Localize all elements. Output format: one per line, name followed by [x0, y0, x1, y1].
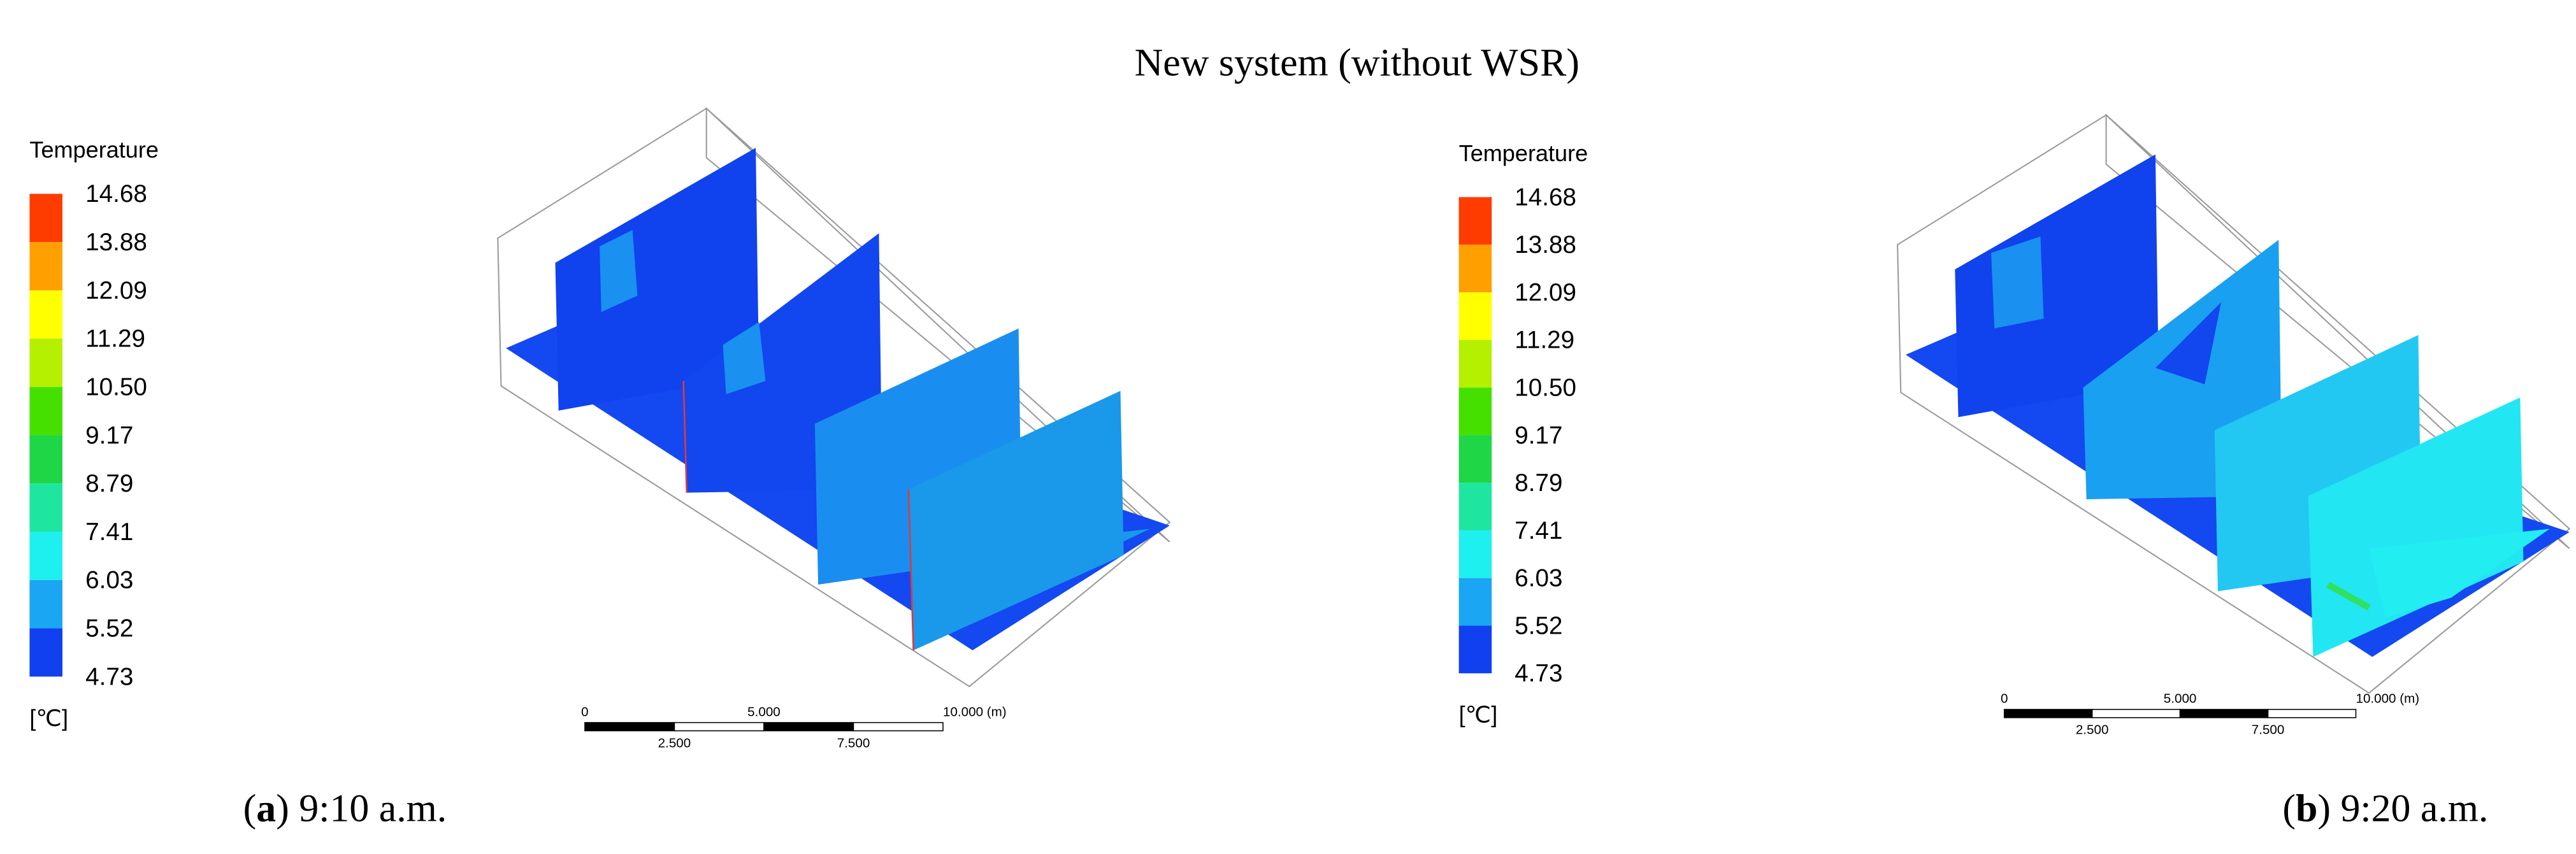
caption: (b) 9:20 a.m.: [2282, 786, 2488, 830]
legend-label: 9.17: [85, 422, 133, 449]
legend-swatch: [29, 628, 62, 677]
legend-swatch: [29, 580, 62, 629]
scale-segment: [2003, 709, 2093, 718]
wireframe: [1897, 114, 2571, 694]
legend-swatch: [29, 290, 62, 339]
scale-label: 10.000 (m): [2356, 692, 2419, 706]
wall-surface: [1955, 154, 2159, 418]
caption-part: (: [2282, 786, 2296, 830]
legend-swatch: [1458, 578, 1492, 626]
scale-label: 2.500: [658, 736, 691, 750]
scale-segment: [673, 722, 765, 732]
inlet: [2326, 581, 2371, 611]
legend-label: 5.52: [1515, 612, 1562, 639]
legend-label: 12.09: [1515, 279, 1576, 306]
legend-label: 13.88: [85, 229, 147, 256]
warm-zone: [723, 322, 766, 394]
wireframe: [2105, 113, 2570, 550]
legend-label: 7.41: [85, 518, 133, 546]
scale-label: 5.000: [2164, 692, 2197, 706]
legend-swatch: [29, 242, 62, 290]
figure-title: New system (without WSR): [1135, 41, 1579, 85]
wall-surface: [555, 148, 759, 411]
wireframe: [705, 106, 1170, 543]
legend-swatch: [1458, 435, 1492, 483]
legend-label: 4.73: [1515, 660, 1562, 687]
scale-segment: [763, 722, 854, 732]
panel: Temperature 14.68 13.88 12.09 11.29 10.50 9.17…: [29, 137, 1007, 830]
scale-segment: [2179, 709, 2269, 718]
legend-label: 6.03: [1515, 565, 1562, 592]
caption-part: (: [243, 786, 257, 830]
legend-unit: [℃]: [1459, 702, 1498, 728]
legend-swatch: [29, 435, 62, 484]
legend-swatch: [29, 387, 62, 436]
legend-label: 12.09: [85, 277, 147, 304]
caption-part: ) 9:10 a.m.: [276, 786, 447, 830]
wall-surface: [2308, 397, 2524, 657]
legend-label: 8.79: [1515, 469, 1562, 497]
legend-label: 9.17: [1515, 422, 1562, 449]
scale-segment: [853, 722, 944, 732]
scale-label: 5.000: [747, 704, 781, 719]
legend-swatch: [29, 338, 62, 387]
floor-warm: [2369, 529, 2550, 618]
warm-zone: [600, 230, 638, 313]
legend-label: 5.52: [85, 615, 133, 643]
legend-label: 7.41: [1515, 517, 1562, 544]
caption-part: b: [2296, 786, 2317, 830]
scale-label: 10.000 (m): [943, 704, 1007, 719]
caption-part: a: [256, 786, 276, 830]
legend-title: Temperature: [29, 137, 159, 163]
panel: Temperature 14.68 13.88 12.09 11.29 10.50 9.17…: [1459, 140, 2489, 830]
cfd-render: [1897, 113, 2571, 694]
wireframe: [497, 107, 1171, 688]
legend-label: 10.50: [85, 373, 147, 401]
warm-zone: [1991, 236, 2044, 329]
legend-swatch: [29, 194, 62, 243]
cool-zone: [2155, 302, 2222, 385]
legend-unit: [℃]: [29, 705, 68, 731]
legend-label: 13.88: [1515, 231, 1576, 259]
legend-swatch: [1458, 483, 1492, 530]
wall-surface: [908, 390, 1124, 651]
legend-label: 14.68: [1515, 183, 1576, 211]
legend-label: 8.79: [85, 470, 133, 497]
scale-label: 7.500: [837, 736, 870, 750]
legend-label: 6.03: [85, 567, 133, 594]
legend-swatch: [1458, 625, 1492, 674]
legend-label: 11.29: [85, 325, 145, 353]
legend-swatch: [1458, 292, 1492, 340]
scale-segment: [2091, 709, 2181, 718]
legend-swatch: [1458, 530, 1492, 578]
legend-swatch: [29, 483, 62, 532]
edge: [907, 489, 914, 651]
floor-warm: [969, 529, 1150, 608]
legend-swatch: [1458, 245, 1492, 293]
cfd-render: [497, 106, 1171, 688]
legend-swatch: [29, 532, 62, 580]
scale-label: 0: [581, 704, 588, 719]
legend-swatch: [1458, 387, 1492, 436]
legend-title: Temperature: [1459, 140, 1588, 166]
legend-label: 14.68: [85, 180, 147, 208]
legend-swatch: [1458, 197, 1492, 245]
legend-label: 11.29: [1515, 327, 1574, 354]
legend-label: 4.73: [85, 663, 133, 690]
scale-segment: [584, 722, 675, 732]
legend-label: 10.50: [1515, 374, 1576, 402]
scale-segment: [2267, 709, 2357, 718]
scale-label: 2.500: [2076, 723, 2109, 737]
edge: [682, 381, 688, 493]
caption-part: ) 9:20 a.m.: [2317, 786, 2488, 830]
caption: (a) 9:10 a.m.: [243, 786, 447, 830]
scale-label: 0: [2001, 692, 2008, 706]
legend-swatch: [1458, 339, 1492, 388]
scale-label: 7.500: [2252, 723, 2285, 737]
